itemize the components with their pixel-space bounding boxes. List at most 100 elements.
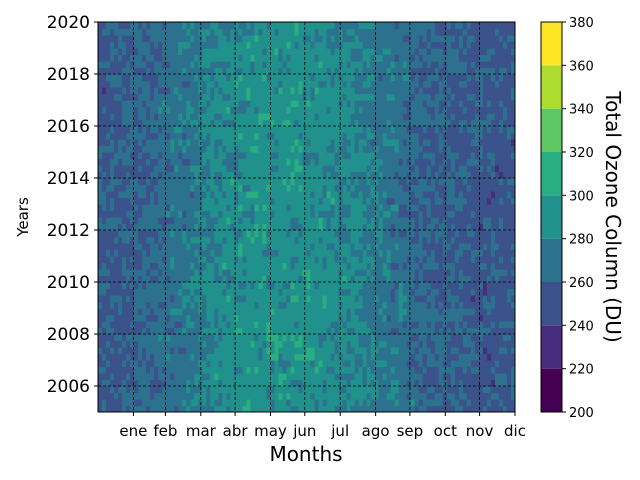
heatmap-cell	[118, 230, 123, 238]
heatmap-cell	[142, 366, 147, 374]
heatmap-cell	[246, 373, 251, 381]
heatmap-cell	[174, 126, 179, 134]
heatmap-cell	[414, 327, 420, 335]
heatmap-cell	[182, 126, 187, 134]
heatmap-cell	[302, 262, 308, 270]
heatmap-cell	[370, 249, 376, 257]
heatmap-cell	[354, 158, 360, 166]
heatmap-cell	[194, 171, 199, 179]
heatmap-cell	[258, 191, 263, 199]
heatmap-cell	[186, 301, 191, 309]
heatmap-cell	[386, 230, 392, 238]
heatmap-cell	[498, 139, 504, 147]
heatmap-cell	[446, 223, 452, 231]
heatmap-cell	[362, 145, 368, 153]
heatmap-cell	[158, 366, 163, 374]
heatmap-cell	[466, 405, 472, 412]
heatmap-cell	[506, 243, 512, 251]
heatmap-cell	[438, 145, 444, 153]
heatmap-cell	[106, 334, 111, 342]
heatmap-cell	[274, 308, 280, 316]
heatmap-cell	[446, 106, 452, 114]
heatmap-cell	[294, 379, 300, 387]
heatmap-cell	[146, 373, 151, 381]
heatmap-cell	[502, 184, 508, 192]
heatmap-cell	[182, 334, 187, 342]
heatmap-cell	[378, 100, 384, 108]
heatmap-cell	[98, 360, 103, 368]
heatmap-cell	[250, 269, 255, 277]
heatmap-cell	[430, 334, 436, 342]
heatmap-cell	[394, 243, 400, 251]
heatmap-cell	[406, 386, 412, 394]
heatmap-cell	[150, 236, 155, 244]
heatmap-cell	[314, 379, 320, 387]
heatmap-cell	[114, 334, 119, 342]
heatmap-cell	[294, 210, 300, 218]
heatmap-cell	[358, 282, 364, 290]
heatmap-cell	[406, 152, 412, 160]
heatmap-cell	[106, 392, 111, 400]
heatmap-cell	[170, 366, 175, 374]
heatmap-cell	[226, 347, 231, 355]
heatmap-cell	[190, 366, 195, 374]
heatmap-cell	[130, 223, 135, 231]
heatmap-cell	[194, 379, 199, 387]
heatmap-cell	[250, 347, 255, 355]
heatmap-cell	[218, 178, 223, 186]
heatmap-cell	[294, 191, 300, 199]
heatmap-cell	[438, 165, 444, 173]
heatmap-cell	[414, 152, 420, 160]
heatmap-cell	[138, 113, 143, 121]
heatmap-cell	[406, 360, 412, 368]
heatmap-cell	[278, 243, 284, 251]
heatmap-cell	[330, 217, 336, 225]
heatmap-cell	[486, 295, 492, 303]
heatmap-cell	[426, 210, 432, 218]
heatmap-cell	[418, 158, 424, 166]
heatmap-cell	[226, 223, 231, 231]
heatmap-cell	[474, 184, 480, 192]
heatmap-cell	[294, 217, 300, 225]
heatmap-cell	[450, 152, 456, 160]
heatmap-cell	[218, 275, 223, 283]
heatmap-cell	[358, 347, 364, 355]
heatmap-cell	[170, 399, 175, 407]
heatmap-cell	[258, 327, 263, 335]
heatmap-cell	[418, 126, 424, 134]
heatmap-cell	[466, 184, 472, 192]
heatmap-cell	[342, 197, 348, 205]
heatmap-cell	[138, 230, 143, 238]
heatmap-cell	[450, 386, 456, 394]
heatmap-cell	[422, 347, 428, 355]
heatmap-cell	[326, 373, 332, 381]
heatmap-cell	[350, 230, 356, 238]
heatmap-cell	[110, 171, 115, 179]
heatmap-cell	[430, 204, 436, 212]
heatmap-cell	[366, 347, 372, 355]
heatmap-cell	[394, 301, 400, 309]
heatmap-cell	[310, 165, 316, 173]
heatmap-cell	[318, 165, 324, 173]
heatmap-cell	[270, 132, 276, 140]
heatmap-cell	[314, 308, 320, 316]
heatmap-cell	[130, 353, 135, 361]
heatmap-cell	[178, 347, 183, 355]
heatmap-cell	[298, 366, 304, 374]
heatmap-cell	[262, 126, 267, 134]
heatmap-cell	[378, 275, 384, 283]
heatmap-cell	[106, 158, 111, 166]
heatmap-cell	[310, 288, 316, 296]
heatmap-cell	[238, 184, 243, 192]
heatmap-cell	[202, 308, 207, 316]
heatmap-cell	[462, 204, 468, 212]
heatmap-cell	[110, 256, 115, 264]
heatmap-cell	[370, 158, 376, 166]
heatmap-cell	[482, 132, 488, 140]
heatmap-cell	[98, 288, 103, 296]
heatmap-cell	[314, 392, 320, 400]
heatmap-cell	[106, 217, 111, 225]
heatmap-cell	[206, 373, 211, 381]
heatmap-cell	[102, 139, 107, 147]
heatmap-cell	[162, 223, 167, 231]
